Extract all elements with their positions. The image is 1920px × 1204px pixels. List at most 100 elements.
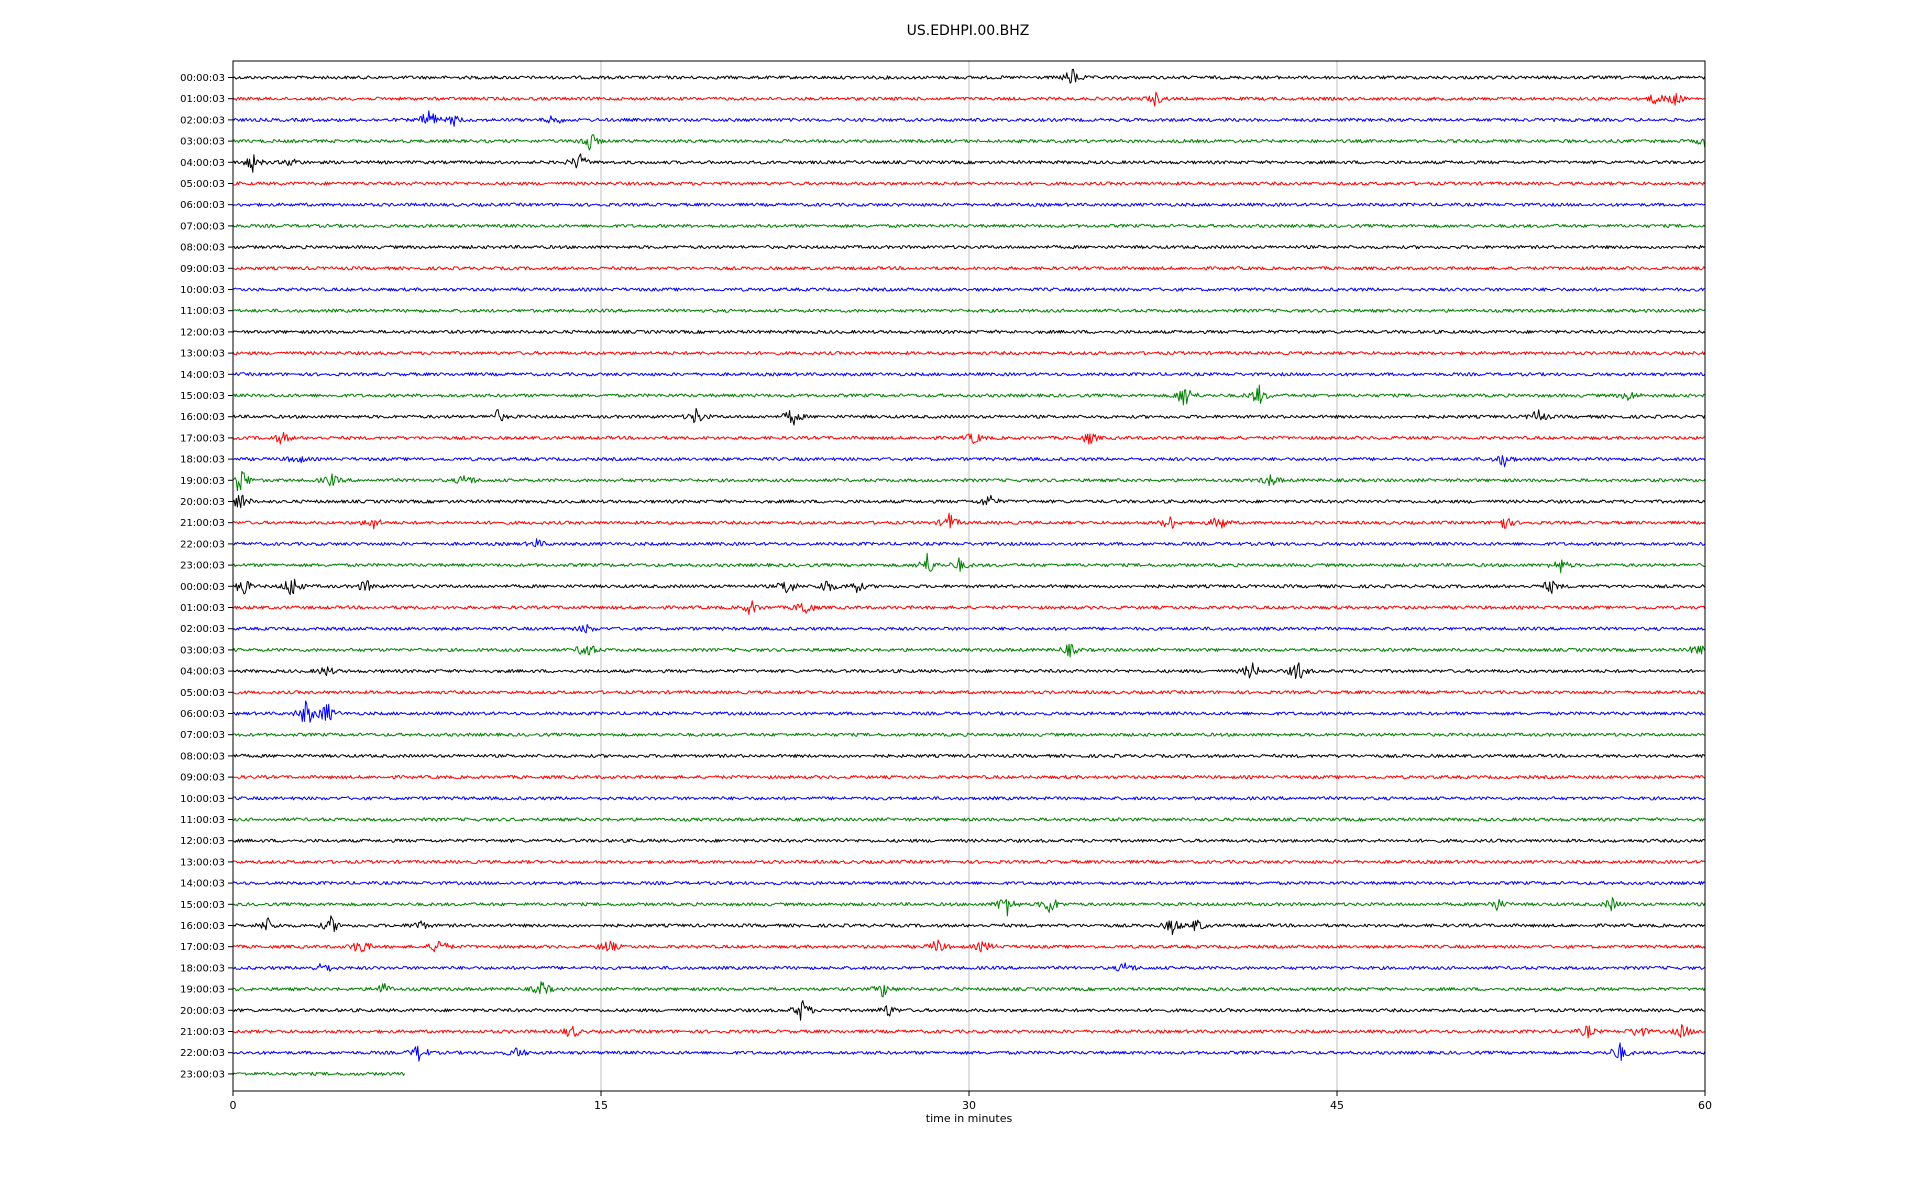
row-label: 13:00:03 <box>180 857 225 868</box>
row-label: 07:00:03 <box>180 730 225 741</box>
trace-line <box>232 431 1705 445</box>
row-label: 06:00:03 <box>180 200 225 211</box>
row-label: 17:00:03 <box>180 942 225 953</box>
trace-line <box>232 753 1706 758</box>
trace-line <box>232 838 1706 843</box>
row-label: 09:00:03 <box>180 773 225 784</box>
row-label: 10:00:03 <box>180 794 225 805</box>
row-label: 02:00:03 <box>180 115 225 126</box>
row-label: 16:00:03 <box>180 412 225 423</box>
row-label: 16:00:03 <box>180 921 225 932</box>
trace-lines <box>232 68 1706 1076</box>
row-label: 08:00:03 <box>180 243 225 254</box>
row-label: 05:00:03 <box>180 688 225 699</box>
row-label: 04:00:03 <box>180 158 225 169</box>
trace-line <box>232 552 1705 574</box>
row-label: 02:00:03 <box>180 624 225 635</box>
trace-line <box>232 308 1706 313</box>
row-label: 23:00:03 <box>180 561 225 572</box>
trace-line <box>232 859 1706 864</box>
trace-line <box>233 962 1706 972</box>
trace-line <box>232 939 1706 953</box>
trace-line <box>232 470 1706 492</box>
row-label: 11:00:03 <box>180 815 225 826</box>
trace-line <box>232 68 1706 84</box>
trace-line <box>232 134 1706 151</box>
trace-line <box>232 796 1706 801</box>
trace-line <box>232 700 1705 723</box>
row-label: 22:00:03 <box>180 539 225 550</box>
row-label: 21:00:03 <box>180 518 225 529</box>
x-axis: 0 15 30 45 60 <box>230 1091 1712 1112</box>
trace-line <box>232 266 1706 271</box>
trace-line <box>232 1024 1705 1039</box>
trace-line <box>232 775 1706 780</box>
row-label: 20:00:03 <box>180 497 225 508</box>
row-label: 12:00:03 <box>180 327 225 338</box>
trace-line <box>232 915 1706 936</box>
trace-line <box>233 512 1706 530</box>
row-label: 19:00:03 <box>180 985 225 996</box>
row-label: 17:00:03 <box>180 433 225 444</box>
trace-line <box>232 494 1706 509</box>
trace-line <box>232 329 1706 334</box>
trace-line <box>232 662 1705 679</box>
row-label: 13:00:03 <box>180 349 225 360</box>
trace-line <box>232 351 1706 356</box>
row-label: 06:00:03 <box>180 709 225 720</box>
row-labels: 00:00:03 01:00:03 02:00:03 03:00:03 04:00:03… <box>180 73 233 1080</box>
row-label: 04:00:03 <box>180 667 225 678</box>
trace-line <box>232 153 1705 173</box>
trace-line <box>232 600 1706 615</box>
row-label: 11:00:03 <box>180 306 225 317</box>
row-label: 12:00:03 <box>180 836 225 847</box>
row-label: 18:00:03 <box>180 963 225 974</box>
trace-line <box>232 732 1705 737</box>
x-tick-label: 30 <box>962 1099 976 1112</box>
row-label: 01:00:03 <box>180 94 225 105</box>
trace-line <box>232 245 1706 250</box>
x-axis-label: time in minutes <box>926 1112 1013 1125</box>
trace-line <box>232 202 1706 207</box>
trace-line <box>232 110 1706 127</box>
row-label: 00:00:03 <box>180 582 225 593</box>
grid-lines <box>600 61 1338 1091</box>
row-label: 18:00:03 <box>180 455 225 466</box>
trace-line <box>232 91 1705 107</box>
row-label: 20:00:03 <box>180 1006 225 1017</box>
trace-line <box>232 1000 1705 1021</box>
row-label: 14:00:03 <box>180 879 225 890</box>
trace-line <box>232 817 1705 822</box>
trace-line <box>232 372 1706 377</box>
trace-line <box>232 578 1706 595</box>
trace-line <box>232 384 1706 406</box>
x-tick-label: 45 <box>1330 1099 1344 1112</box>
trace-line <box>232 455 1706 468</box>
row-label: 03:00:03 <box>180 645 225 656</box>
x-tick-label: 0 <box>230 1099 237 1112</box>
row-label: 09:00:03 <box>180 264 225 275</box>
row-label: 05:00:03 <box>180 179 225 190</box>
row-label: 00:00:03 <box>180 73 225 84</box>
row-label: 22:00:03 <box>180 1048 225 1059</box>
x-tick-label: 15 <box>594 1099 608 1112</box>
trace-line <box>232 287 1705 292</box>
trace-line <box>232 407 1706 426</box>
row-label: 15:00:03 <box>180 900 225 911</box>
row-label: 19:00:03 <box>180 476 225 487</box>
x-tick-label: 60 <box>1698 1099 1712 1112</box>
trace-line <box>232 897 1706 917</box>
row-label: 23:00:03 <box>180 1069 225 1080</box>
trace-line <box>232 643 1706 658</box>
row-label: 01:00:03 <box>180 603 225 614</box>
trace-line <box>232 181 1706 186</box>
trace-line <box>232 1042 1706 1062</box>
chart-title: US.EDHPI.00.BHZ <box>907 23 1030 39</box>
row-label: 08:00:03 <box>180 751 225 762</box>
trace-line <box>232 1071 406 1076</box>
row-label: 10:00:03 <box>180 285 225 296</box>
row-label: 03:00:03 <box>180 137 225 148</box>
